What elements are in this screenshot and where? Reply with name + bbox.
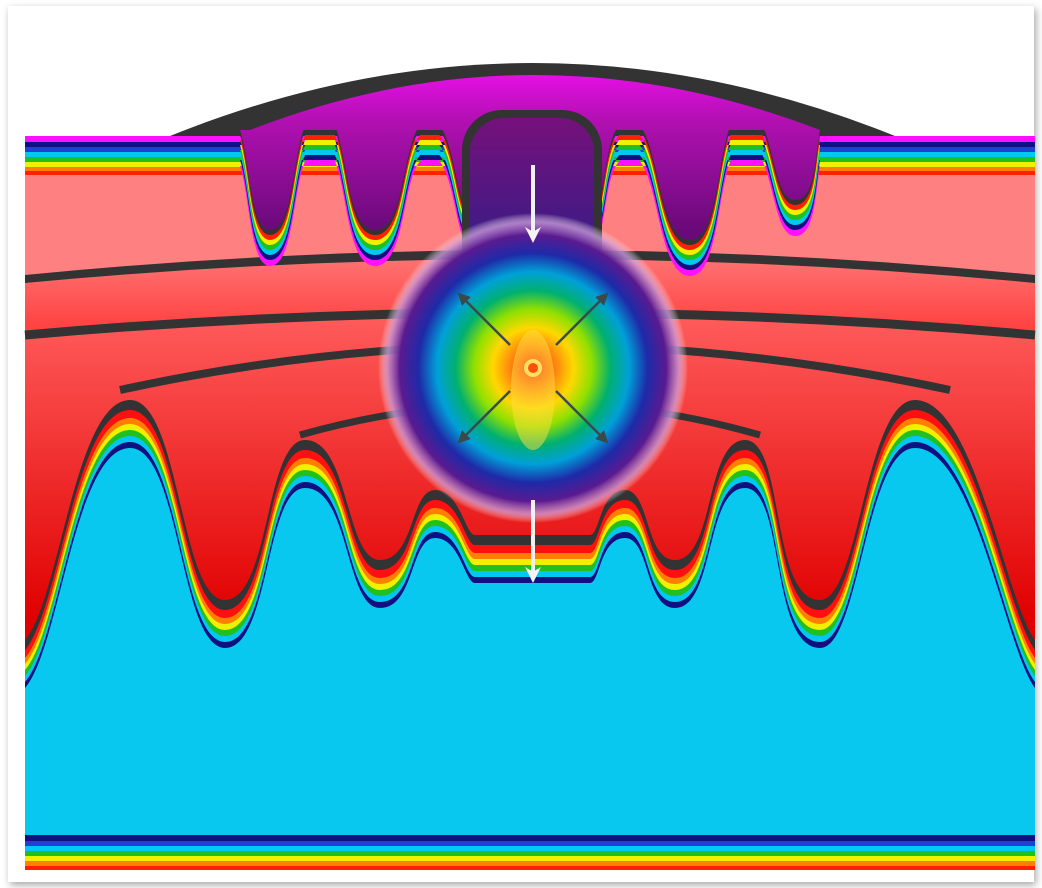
orb: [373, 208, 693, 528]
artwork: [24, 63, 1036, 870]
bottom-stripes: [25, 835, 1035, 870]
